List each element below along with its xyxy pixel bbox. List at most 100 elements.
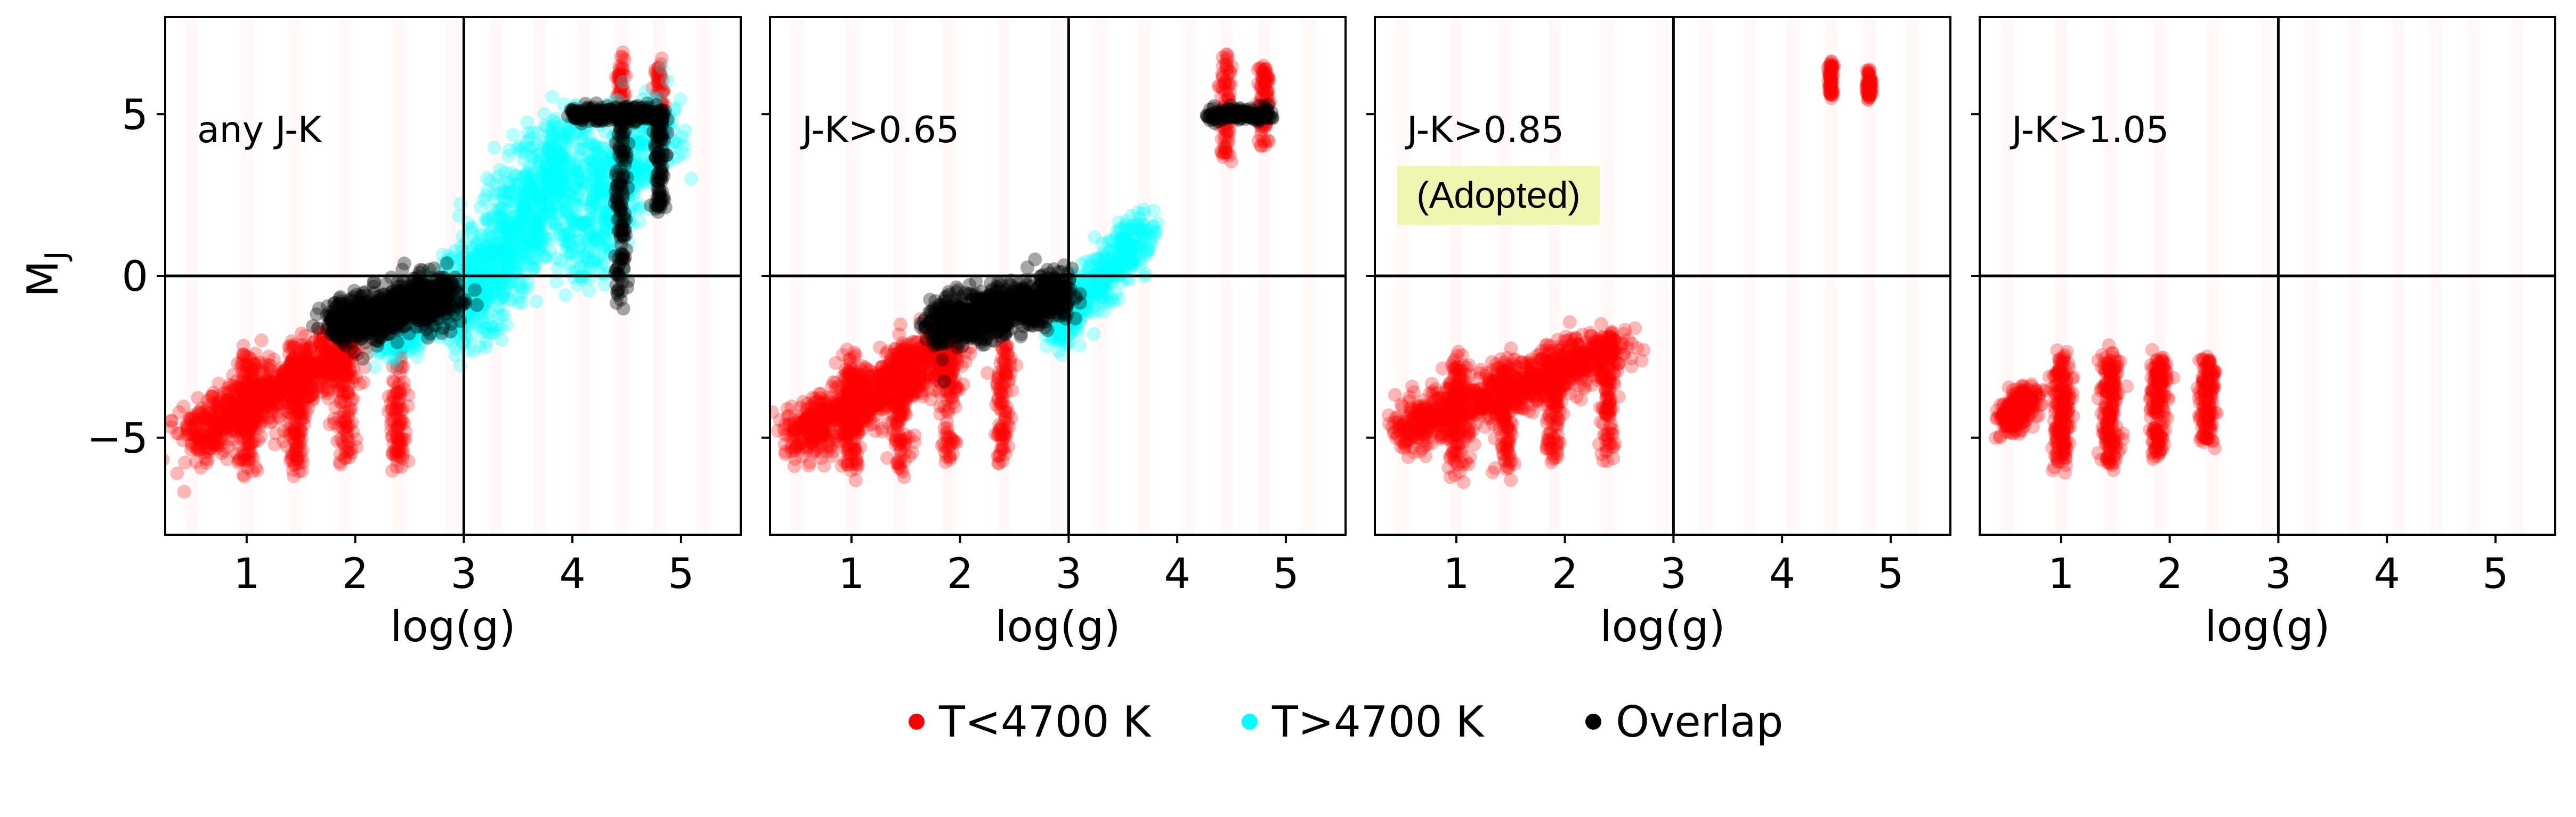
panel-annotation: any J-K <box>197 109 323 151</box>
data-point <box>287 379 301 394</box>
data-point <box>294 375 307 389</box>
data-point <box>336 341 350 355</box>
data-point <box>238 385 252 399</box>
data-point <box>261 374 275 388</box>
data-point <box>305 388 320 402</box>
data-point <box>230 380 244 395</box>
data-point <box>208 408 222 422</box>
data-point <box>347 333 361 348</box>
data-point <box>188 411 202 425</box>
data-point <box>280 390 294 404</box>
data-point <box>222 416 237 430</box>
data-point <box>272 384 287 398</box>
data-point <box>230 397 245 411</box>
data-point <box>635 108 649 122</box>
data-point <box>334 364 347 378</box>
data-point <box>250 370 264 384</box>
data-point <box>322 355 337 370</box>
data-point <box>230 412 245 427</box>
data-point <box>192 405 206 419</box>
data-point <box>330 333 344 347</box>
data-point <box>286 392 301 406</box>
data-point <box>221 440 235 454</box>
data-point <box>315 359 329 373</box>
data-point <box>195 405 209 420</box>
data-point <box>234 422 249 437</box>
data-point <box>299 371 313 385</box>
data-point <box>335 330 349 344</box>
data-point <box>567 217 581 232</box>
data-point <box>212 401 226 415</box>
data-point <box>338 357 352 372</box>
data-point <box>274 385 288 399</box>
data-point <box>247 379 262 393</box>
data-point <box>288 382 303 397</box>
data-point <box>189 441 204 455</box>
data-point <box>245 389 260 403</box>
data-point <box>492 203 506 218</box>
data-point <box>255 390 270 405</box>
data-point <box>387 307 402 321</box>
data-point <box>246 366 261 380</box>
data-point <box>257 395 272 409</box>
data-point <box>172 427 186 440</box>
data-point <box>320 344 335 358</box>
data-point <box>184 443 198 457</box>
data-point <box>299 370 313 384</box>
data-point <box>204 414 218 428</box>
data-point <box>170 466 184 480</box>
data-point <box>258 395 272 409</box>
data-point <box>231 412 245 426</box>
data-point <box>314 342 329 357</box>
data-point <box>209 433 223 447</box>
data-point <box>226 410 241 424</box>
data-point <box>526 261 540 275</box>
data-point <box>336 347 350 361</box>
data-point <box>204 413 218 428</box>
data-point <box>191 443 205 457</box>
data-point <box>333 339 347 353</box>
data-point <box>270 389 285 404</box>
data-point <box>252 399 266 414</box>
data-point <box>302 373 317 388</box>
data-point <box>372 307 386 321</box>
data-point <box>244 388 258 403</box>
data-point <box>277 377 291 391</box>
data-point <box>337 358 352 372</box>
data-point <box>236 410 250 424</box>
data-point <box>349 370 363 384</box>
data-point <box>251 382 265 397</box>
data-point <box>238 390 252 405</box>
data-point <box>314 363 328 377</box>
data-point <box>378 322 393 337</box>
data-point <box>284 373 298 388</box>
data-point <box>326 365 341 379</box>
data-point <box>279 363 294 377</box>
data-point <box>291 402 305 416</box>
data-point <box>191 442 205 456</box>
data-point <box>256 396 270 411</box>
data-point <box>297 356 311 370</box>
data-point <box>310 366 324 380</box>
data-point <box>287 365 301 380</box>
data-point <box>322 373 336 388</box>
data-point <box>349 347 363 362</box>
data-point <box>230 373 244 388</box>
data-point <box>180 428 194 442</box>
data-point <box>247 403 261 417</box>
data-point <box>226 406 240 420</box>
data-point <box>588 227 602 241</box>
data-point <box>272 386 286 401</box>
data-point <box>251 433 265 447</box>
data-point <box>267 375 281 390</box>
data-point <box>308 357 322 372</box>
data-point <box>347 344 361 358</box>
data-point <box>206 411 221 425</box>
data-point <box>336 368 350 382</box>
data-point <box>594 101 608 115</box>
data-point <box>233 399 247 414</box>
data-point <box>312 365 327 379</box>
data-point <box>220 420 234 435</box>
data-point <box>613 176 628 190</box>
